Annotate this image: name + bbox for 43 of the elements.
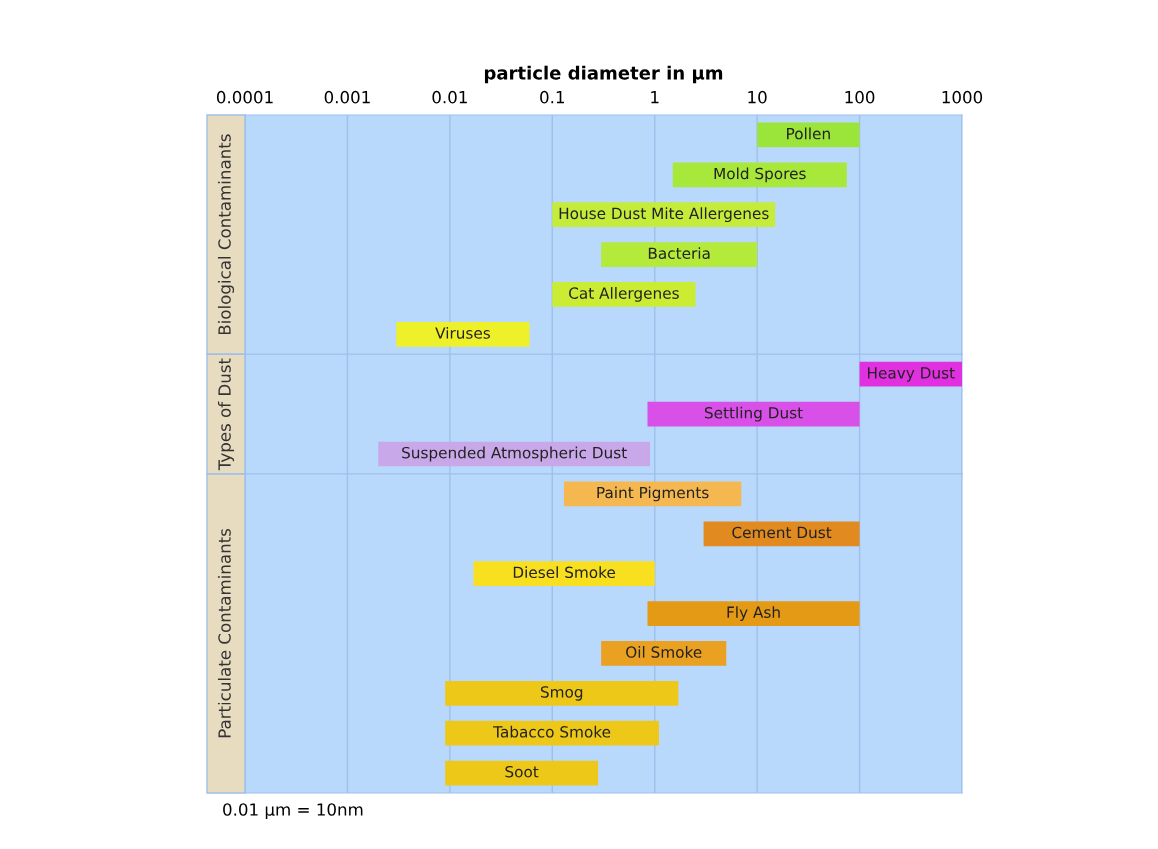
category-label: Diesel Smoke: [513, 566, 616, 579]
y-tick-label: House Dust Mite Allergenes: [559, 207, 769, 223]
x-tick-label: 100: [845, 90, 875, 104]
x-tick-label: 1: [651, 91, 659, 104]
x-axis-title: particle diameter in µm: [484, 65, 723, 84]
bar: [552, 202, 776, 228]
category-label: Tabacco Smoke: [493, 725, 611, 738]
bar: [445, 760, 599, 786]
x-tick-label: 0.01: [432, 90, 467, 104]
bar: [601, 242, 758, 267]
y-tick-label: Mold Spores: [714, 167, 806, 183]
category-label: Fly Ash: [727, 606, 780, 621]
category-label: Paint Pigments: [597, 486, 709, 502]
x-tick-label: 0.0001: [216, 90, 273, 104]
y-tick-label: Bacteria: [648, 247, 710, 260]
x-tick-label: 0.001: [324, 90, 370, 104]
bar: [552, 282, 696, 307]
x-tick-label: 1000: [942, 90, 983, 104]
bar: [445, 680, 679, 706]
x-tick-label: 10: [748, 90, 767, 104]
bar: [601, 641, 727, 666]
bar: [672, 162, 847, 188]
bar: [396, 321, 530, 347]
bar: [473, 561, 655, 587]
y-axis-title: Biological Contaminants: [217, 134, 235, 335]
category-label: Smog: [540, 686, 583, 701]
y-axis-title: Types of Dust: [217, 358, 235, 471]
bar: [703, 521, 860, 547]
y-tick-label: Heavy Dust: [867, 367, 955, 382]
bar: [445, 720, 659, 746]
text: 0.01 µm = 10nm: [223, 803, 363, 820]
x-tick-label: 0.1: [540, 90, 564, 104]
y-tick-label: Suspended Atmospheric Dust: [402, 446, 627, 462]
bar: [647, 601, 860, 626]
y-tick-label: Cat Allergenes: [569, 287, 679, 302]
category-label: Soot: [505, 765, 539, 778]
y-axis-title: Particulate Contaminants: [217, 528, 231, 738]
category-label: Cement Dust: [732, 526, 832, 539]
y-tick-label: Pollen: [787, 127, 830, 140]
category-label: Oil Smoke: [626, 646, 702, 658]
y-tick-label: Settling Dust: [704, 406, 803, 422]
bar: [757, 122, 860, 148]
y-tick-label: Viruses: [435, 326, 490, 339]
